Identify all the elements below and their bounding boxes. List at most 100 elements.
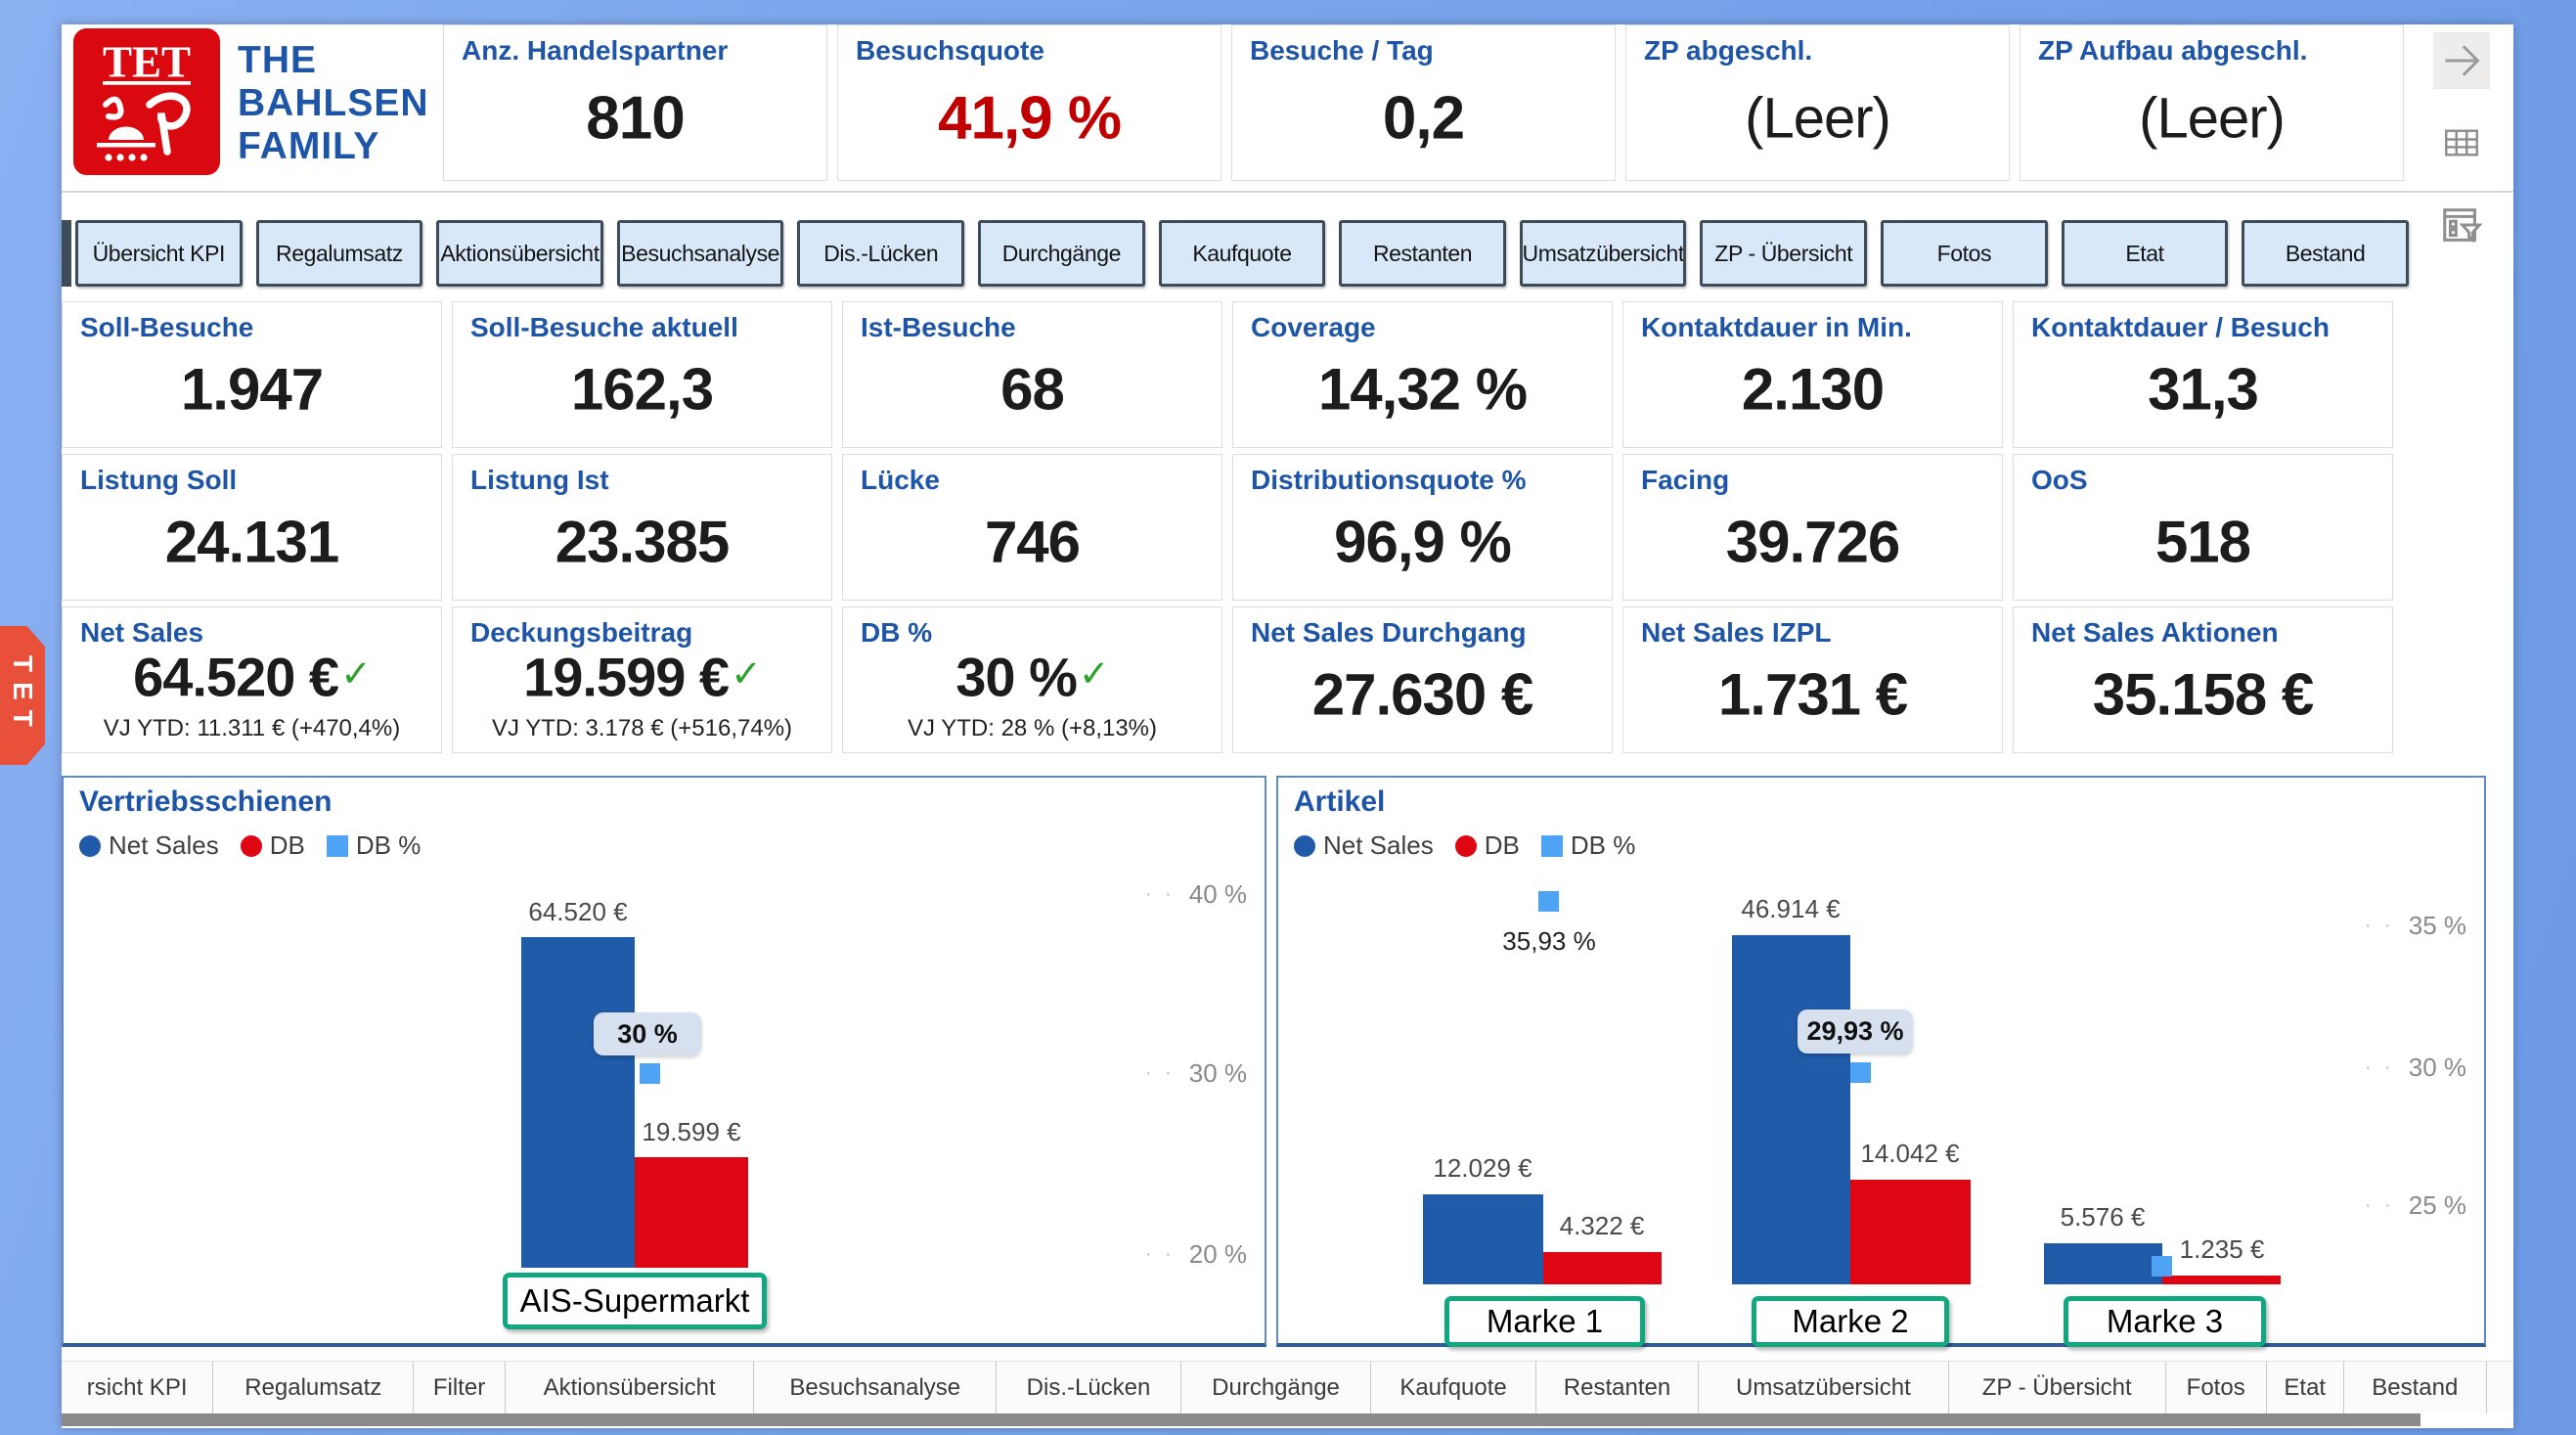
page-bar-spacer [2487, 1362, 2513, 1413]
kpi-soll-besuche: Soll-Besuche 1.947 [62, 301, 442, 448]
bar-db-marke1[interactable] [1543, 1252, 1662, 1284]
header-card-handelspartner: Anz. Handelspartner 810 [443, 24, 827, 181]
tab-dis-luecken[interactable]: Dis.-Lücken [797, 220, 965, 287]
db-pct-label-marke1: 35,93 % [1461, 926, 1637, 957]
forward-arrow-icon[interactable] [2433, 32, 2490, 89]
bar-db-ais[interactable] [635, 1157, 748, 1268]
chart-legend: Net Sales DB DB % [1294, 830, 1649, 861]
legend-db-pct-icon [1540, 834, 1563, 857]
bar-net-sales-marke3[interactable] [2044, 1243, 2162, 1284]
page-item-fotos[interactable]: Fotos [2166, 1362, 2267, 1413]
check-icon: ✓ [731, 653, 762, 695]
kpi-luecke: Lücke 746 [842, 454, 1222, 601]
bottom-scroll-strip[interactable] [62, 1413, 2421, 1426]
page-item-kaufquote[interactable]: Kaufquote [1371, 1362, 1536, 1413]
header-card-zp-abgeschl: ZP abgeschl. (Leer) [1625, 24, 2010, 181]
right-axis-tick: · · 40 % [1144, 879, 1247, 909]
legend-db-pct-icon [326, 834, 348, 857]
tab-bestand[interactable]: Bestand [2242, 220, 2409, 287]
page-item-etat[interactable]: Etat [2267, 1362, 2344, 1413]
kpi-net-sales: Net Sales 64.520 €✓ VJ YTD: 11.311 € (+4… [62, 606, 442, 753]
right-axis-tick: · · 30 % [2364, 1053, 2466, 1082]
page-item-aktionsuebersicht[interactable]: Aktionsübersicht [506, 1362, 755, 1413]
tab-zp-uebersicht[interactable]: ZP - Übersicht [1700, 220, 1868, 287]
bar-db-marke3[interactable] [2162, 1276, 2281, 1284]
chart-title: Vertriebsschienen [79, 785, 333, 818]
brand: TET THE BAHLSEN FAMILY [73, 27, 437, 180]
kpi-oos: OoS 518 [2013, 454, 2393, 601]
right-axis-tick: · · 35 % [2364, 911, 2466, 940]
header-card-zp-aufbau-abgeschl: ZP Aufbau abgeschl. (Leer) [2020, 24, 2404, 181]
tab-regalumsatz[interactable]: Regalumsatz [255, 220, 423, 287]
kpi-db-prozent: DB % 30 %✓ VJ YTD: 28 % (+8,13%) [842, 606, 1222, 753]
check-icon: ✓ [1078, 653, 1110, 695]
tab-aktionsuebersicht[interactable]: Aktionsübersicht [436, 220, 603, 287]
db-pct-marker-marke1[interactable] [1538, 891, 1559, 912]
page-item-dis-luecken[interactable]: Dis.-Lücken [997, 1362, 1181, 1413]
chart-legend: Net Sales DB DB % [79, 830, 434, 861]
check-icon: ✓ [340, 653, 372, 695]
filter-pane-icon[interactable] [2433, 197, 2490, 253]
page-item-filter[interactable]: Filter [414, 1362, 506, 1413]
category-label-marke3: Marke 3 [2064, 1296, 2266, 1347]
header-card-besuchsquote: Besuchsquote 41,9 % [837, 24, 1221, 181]
page-item-umsatzuebersicht[interactable]: Umsatzübersicht [1699, 1362, 1949, 1413]
bar-net-sales-marke1[interactable] [1423, 1194, 1543, 1284]
table-grid-icon[interactable] [2433, 114, 2490, 171]
tab-uebersicht-kpi[interactable]: Übersicht KPI [75, 220, 243, 287]
dashboard-canvas: TET THE BAHLSEN FAMILY Anz. Handelspartn… [62, 24, 2513, 1428]
kpi-net-sales-izpl: Net Sales IZPL 1.731 € [1622, 606, 2003, 753]
header: TET THE BAHLSEN FAMILY Anz. Handelspartn… [62, 24, 2513, 244]
page-item-zp-uebersicht[interactable]: ZP - Übersicht [1949, 1362, 2166, 1413]
category-label-marke1: Marke 1 [1444, 1296, 1645, 1347]
tab-etat[interactable]: Etat [2061, 220, 2229, 287]
tab-besuchsanalyse[interactable]: Besuchsanalyse [616, 220, 784, 287]
tab-cutoff-edge [62, 220, 71, 287]
kpi-deckungsbeitrag: Deckungsbeitrag 19.599 €✓ VJ YTD: 3.178 … [452, 606, 832, 753]
page-item-bestand[interactable]: Bestand [2344, 1362, 2487, 1413]
tab-kaufquote[interactable]: Kaufquote [1158, 220, 1326, 287]
chart-vertriebsschienen: Vertriebsschienen Net Sales DB DB % 64.5… [62, 776, 1266, 1347]
kpi-listung-ist: Listung Ist 23.385 [452, 454, 832, 601]
kpi-listung-soll: Listung Soll 24.131 [62, 454, 442, 601]
db-pct-marker-marke3[interactable] [2152, 1256, 2172, 1277]
svg-text:TET: TET [103, 37, 191, 86]
category-label-marke2: Marke 2 [1752, 1296, 1949, 1347]
kpi-net-sales-aktionen: Net Sales Aktionen 35.158 € [2013, 606, 2393, 753]
kpi-kontaktdauer-min: Kontaktdauer in Min. 2.130 [1622, 301, 2003, 448]
legend-db-icon [1454, 834, 1477, 857]
right-axis-tick: · · 25 % [2364, 1190, 2466, 1220]
page-item-restanten[interactable]: Restanten [1536, 1362, 1700, 1413]
kpi-distributionsquote: Distributionsquote % 96,9 % [1232, 454, 1613, 601]
db-pct-marker-marke2[interactable] [1850, 1062, 1871, 1083]
bar-net-sales-marke2[interactable] [1732, 935, 1850, 1284]
tab-fotos[interactable]: Fotos [1881, 220, 2048, 287]
side-tab-label: TET [8, 654, 38, 737]
page-item-besuchsanalyse[interactable]: Besuchsanalyse [754, 1362, 998, 1413]
chart-title: Artikel [1294, 785, 1386, 818]
bar-net-sales-ais[interactable] [521, 937, 635, 1268]
db-pct-marker[interactable] [640, 1063, 660, 1084]
bar-value-label: 19.599 € [642, 1117, 741, 1146]
page-item-regalumsatz[interactable]: Regalumsatz [213, 1362, 415, 1413]
bar-value-label: 64.520 € [528, 897, 628, 926]
right-axis-tick: · · 20 % [1144, 1239, 1247, 1269]
page-item-uebersicht-kpi[interactable]: rsicht KPI [62, 1362, 214, 1413]
chart-artikel: Artikel Net Sales DB DB % 35,93 % 12.029… [1276, 776, 2486, 1347]
toolbar [2420, 32, 2504, 253]
tab-durchgaenge[interactable]: Durchgänge [978, 220, 1145, 287]
legend-net-sales-icon [1294, 834, 1315, 857]
header-separator [62, 191, 2513, 193]
bar-db-marke2[interactable] [1850, 1180, 1971, 1284]
kpi-coverage: Coverage 14,32 % [1232, 301, 1613, 448]
kpi-kontaktdauer-besuch: Kontaktdauer / Besuch 31,3 [2013, 301, 2393, 448]
kpi-ist-besuche: Ist-Besuche 68 [842, 301, 1222, 448]
tab-umsatzuebersicht[interactable]: Umsatzübersicht [1519, 220, 1687, 287]
bahlsen-logo-icon: TET [73, 27, 220, 180]
legend-net-sales-icon [79, 834, 101, 857]
tab-restanten[interactable]: Restanten [1339, 220, 1506, 287]
bar-value-label: 12.029 € [1433, 1153, 1532, 1183]
page-item-durchgaenge[interactable]: Durchgänge [1181, 1362, 1372, 1413]
kpi-net-sales-durchgang: Net Sales Durchgang 27.630 € [1232, 606, 1613, 753]
side-tab-tet[interactable]: TET [0, 626, 45, 765]
